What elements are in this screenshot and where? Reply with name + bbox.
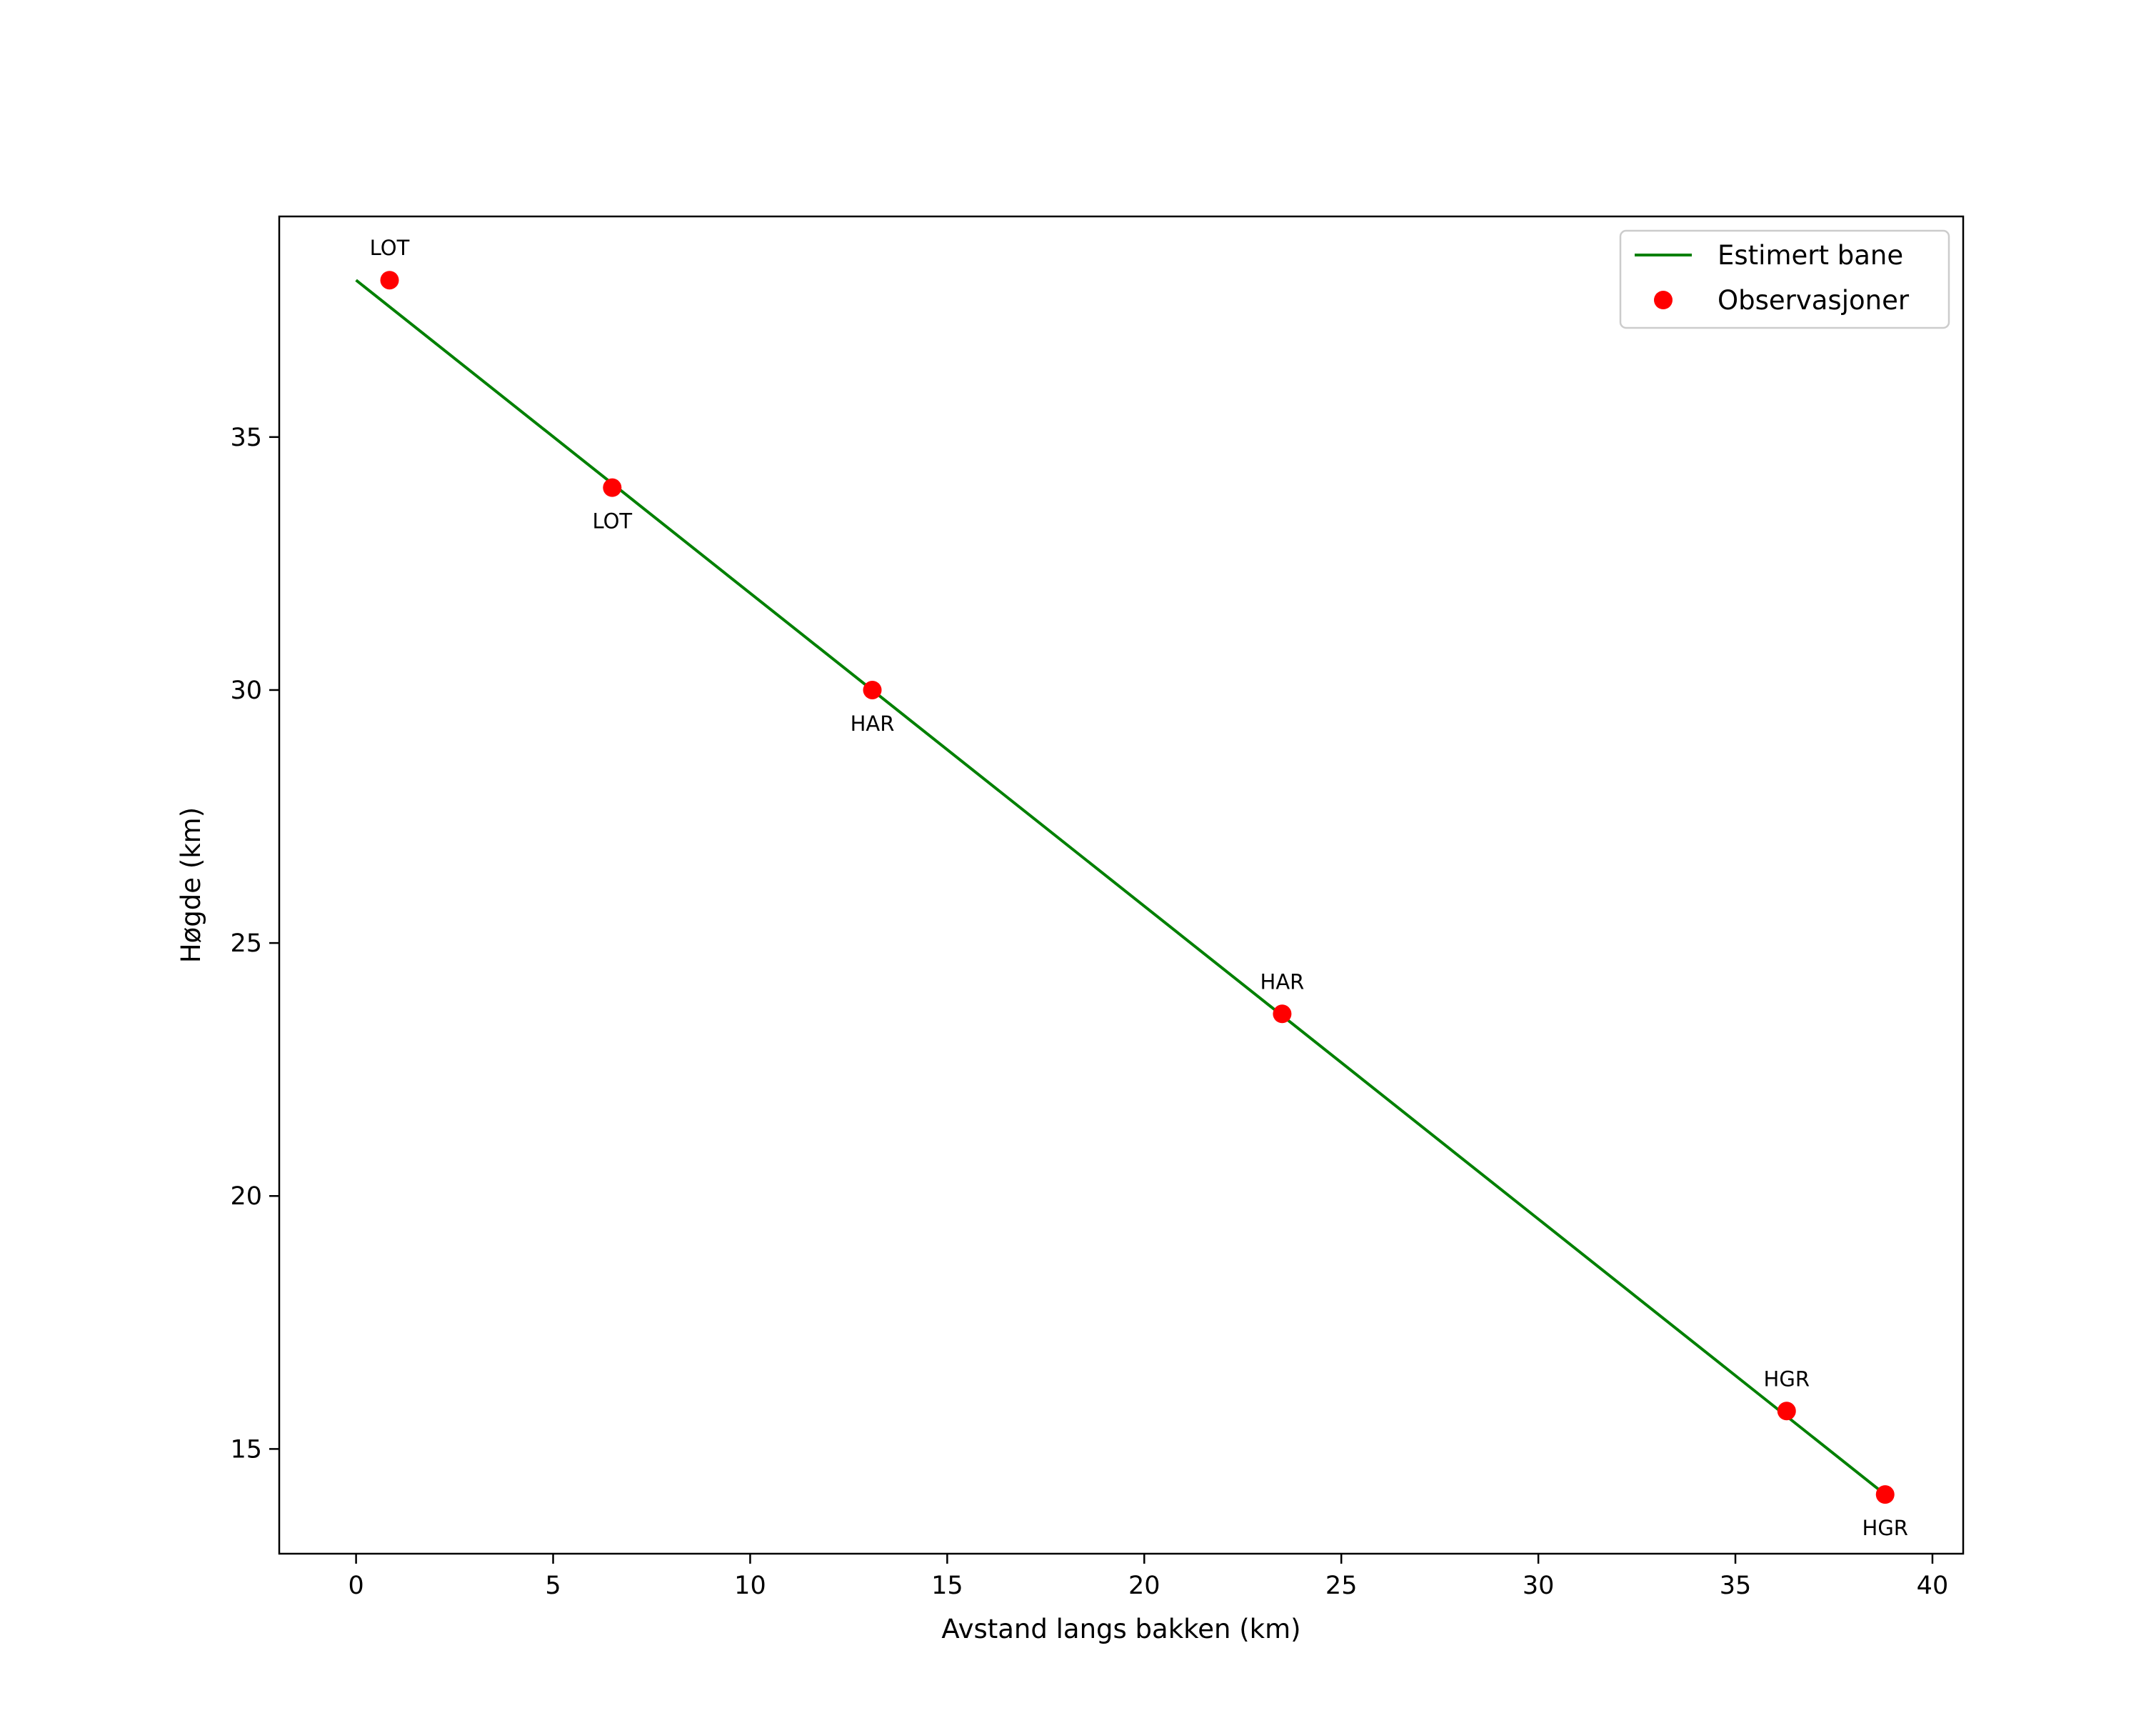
x-tick-label: 15 [931,1572,963,1600]
x-tick-label: 35 [1720,1572,1752,1600]
x-tick-label: 40 [1917,1572,1949,1600]
observation-label: LOT [370,236,410,260]
x-tick-label: 20 [1128,1572,1160,1600]
x-axis-ticks: 0 5 10 15 20 25 30 35 40 [348,1554,1948,1600]
legend: Estimert bane Observasjoner [1619,229,1950,329]
y-tick-label: 15 [230,1435,262,1464]
x-tick-label: 5 [545,1572,561,1600]
x-tick-label: 25 [1325,1572,1358,1600]
legend-label-marker: Observasjoner [1718,285,1910,316]
legend-label-line: Estimert bane [1718,240,1903,271]
observation-label: HGR [1764,1367,1810,1391]
observation-label: HAR [851,711,895,736]
plot-area: LOT LOT HAR HAR HGR HGR [355,236,1908,1540]
observation-label: HGR [1862,1516,1908,1540]
y-tick-label: 25 [230,929,262,958]
x-tick-label: 10 [734,1572,766,1600]
observation-point [380,271,399,290]
y-tick-label: 30 [230,676,262,705]
x-tick-label: 30 [1523,1572,1555,1600]
observation-label: HAR [1260,969,1305,994]
x-axis-label: Avstand langs bakken (km) [941,1614,1300,1644]
legend-marker-icon [1654,291,1673,309]
observation-point [1777,1402,1796,1421]
estimated-trajectory-line [355,279,1886,1496]
observation-point [603,478,622,497]
y-axis-ticks: 15 20 25 30 35 [230,424,279,1464]
x-tick-label: 0 [348,1572,363,1600]
legend-box [1619,229,1950,329]
observation-point [863,680,882,699]
observation-point [1273,1004,1292,1024]
observation-label: LOT [592,509,632,534]
y-tick-label: 20 [230,1182,262,1211]
axes-frame [278,215,1965,1555]
y-tick-label: 35 [230,424,262,452]
observation-point [1875,1485,1895,1504]
y-axis-label: Høgde (km) [176,807,206,963]
